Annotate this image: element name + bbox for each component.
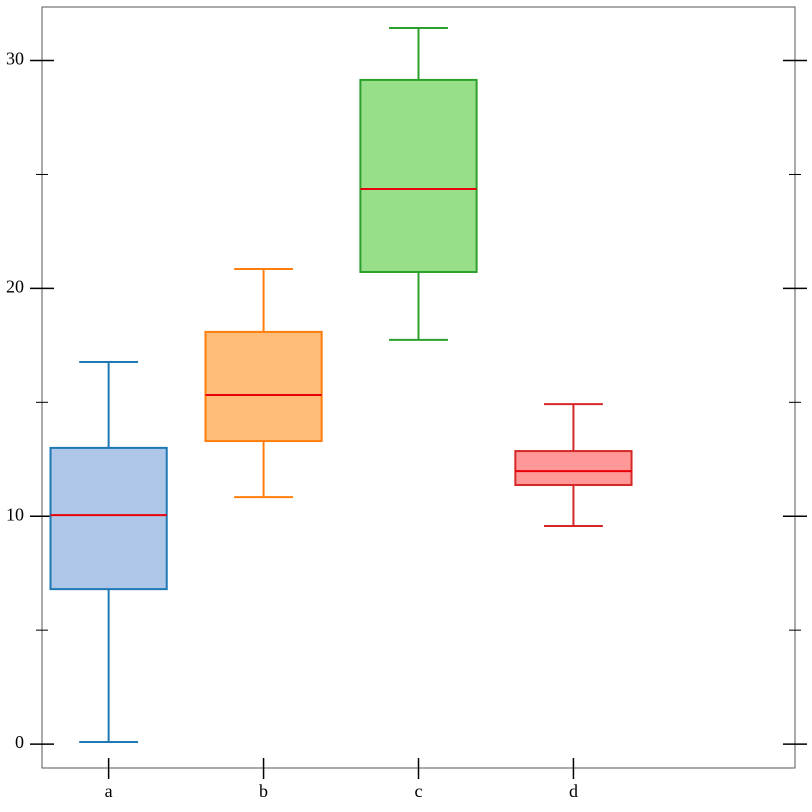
x-tick-label: c [415, 781, 423, 801]
x-tick-label: d [569, 781, 578, 801]
y-tick-label: 10 [6, 504, 24, 524]
box [49, 446, 168, 591]
y-tick-label: 0 [15, 732, 24, 752]
box [204, 330, 323, 443]
box [514, 450, 633, 487]
x-tick-label: b [259, 781, 268, 801]
y-tick-label: 30 [6, 49, 24, 69]
y-tick-label: 20 [6, 277, 24, 297]
x-tick-label: a [105, 781, 113, 801]
box [359, 78, 478, 273]
